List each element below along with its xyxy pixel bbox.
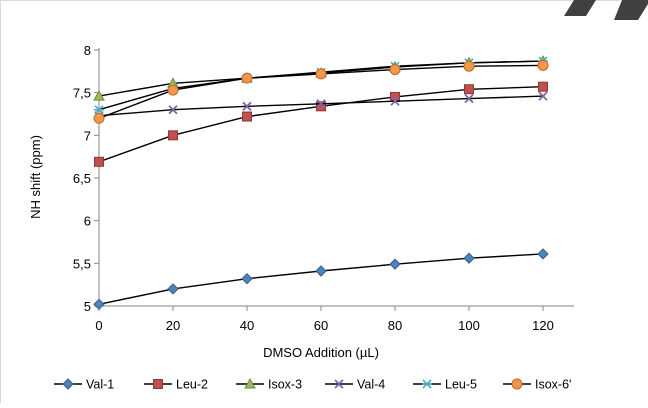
marker-stroke [464, 94, 474, 104]
legend-marker [334, 379, 344, 389]
data-point [389, 64, 401, 76]
legend-marker [422, 379, 432, 389]
data-point [241, 72, 253, 84]
data-point [464, 94, 474, 104]
data-point [94, 156, 104, 167]
legend-label: Isox-6' [535, 378, 571, 392]
data-point [463, 252, 475, 264]
axes: 55,566,577,580 20 40 60 80 100 120 [73, 43, 574, 333]
plot-area [93, 55, 549, 311]
legend-label: Leu-5 [445, 378, 477, 392]
legend-marker [511, 378, 523, 390]
y-axis-title: NH shift (ppm) [28, 135, 43, 219]
data-point [463, 60, 475, 72]
data-point [94, 105, 104, 115]
data-point [167, 283, 179, 295]
data-point [537, 248, 549, 260]
data-point [167, 84, 179, 96]
legend-item: Isox-6' [503, 378, 571, 392]
corner-decoration-slash-right [614, 0, 648, 20]
x-tick-label: 80 [388, 318, 402, 333]
data-point [316, 99, 326, 109]
data-point [168, 105, 178, 115]
data-point [316, 101, 326, 112]
y-tick-label: 5 [84, 299, 91, 314]
legend-label: Leu-2 [176, 378, 208, 392]
data-point [93, 298, 105, 311]
y-tick-label: 5,5 [73, 256, 91, 271]
legend-item: Val-1 [54, 378, 114, 392]
data-point [168, 130, 178, 141]
data-point [389, 258, 401, 270]
marker-stroke [334, 379, 344, 389]
legend-item: Val-4 [325, 378, 385, 392]
legend-label: Val-1 [86, 378, 114, 392]
legend-label: Val-4 [357, 378, 385, 392]
x-tick-label: 20 [166, 318, 180, 333]
data-point [93, 112, 105, 124]
y-tick-label: 7 [84, 128, 91, 143]
legend-marker [153, 379, 163, 389]
data-point [538, 81, 548, 92]
marker-stroke [538, 91, 548, 101]
legend-item: Leu-5 [413, 378, 477, 392]
x-tick-label: 40 [240, 318, 254, 333]
data-point [242, 101, 252, 111]
series-leu-2 [94, 81, 548, 167]
marker-stroke [242, 101, 252, 111]
data-point [538, 91, 548, 101]
x-tick-label: 100 [458, 318, 480, 333]
x-tick-label: 0 [95, 318, 102, 333]
series-isox-6 [93, 59, 549, 124]
data-point [537, 59, 549, 71]
data-point [241, 272, 253, 285]
series-line [98, 253, 544, 305]
data-point [93, 90, 105, 101]
legend-label: Isox-3 [268, 378, 302, 392]
marker-stroke [168, 105, 178, 115]
data-point [390, 96, 400, 106]
legend: Val-1 Leu-2 Isox-3 Val-4 Leu-5 Isox-6' [54, 378, 571, 392]
y-tick-label: 7,5 [73, 86, 91, 101]
data-point [464, 84, 474, 95]
legend-item: Leu-2 [144, 378, 208, 392]
y-tick-label: 6,5 [73, 171, 91, 186]
data-point [315, 265, 327, 277]
corner-decoration-slash-left [564, 0, 596, 16]
data-point [315, 68, 327, 80]
legend-marker [244, 377, 256, 389]
data-point [242, 111, 252, 122]
series-val-1 [93, 248, 549, 311]
x-axis-title: DMSO Addition (µL) [263, 345, 379, 360]
x-tick-label: 120 [532, 318, 554, 333]
marker-stroke [316, 99, 326, 109]
legend-marker [62, 378, 74, 390]
y-tick-label: 8 [84, 43, 91, 58]
y-tick-label: 6 [84, 214, 91, 229]
x-tick-label: 60 [314, 318, 328, 333]
marker-stroke [390, 96, 400, 106]
legend-item: Isox-3 [236, 378, 302, 392]
